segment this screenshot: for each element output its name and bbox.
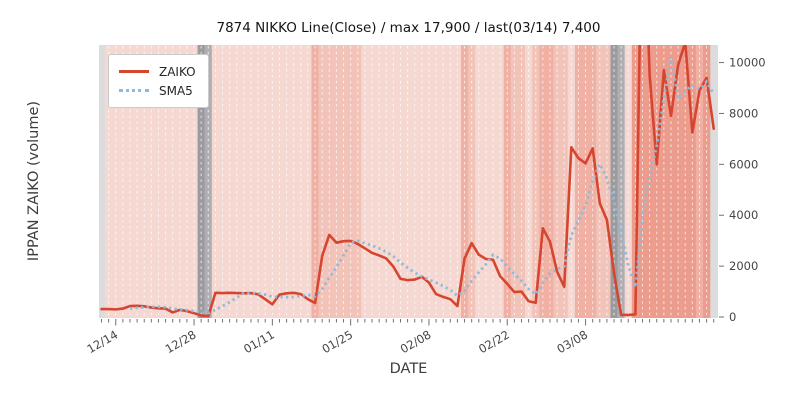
x-tick-label: 12/28 [163, 327, 199, 356]
y-tick-label: 2000 [729, 259, 758, 273]
y-tick-label: 10000 [729, 56, 766, 70]
sma5-line-sample-icon [119, 89, 149, 92]
y-tick-label: 0 [729, 310, 736, 324]
x-tick-label: 01/25 [319, 327, 355, 356]
zaiko-line-sample-icon [119, 70, 149, 73]
chart-title: 7874 NIKKO Line(Close) / max 17,900 / la… [216, 20, 601, 36]
x-tick-label: 02/22 [476, 327, 512, 356]
legend-label-zaiko: ZAIKO [159, 64, 196, 79]
x-tick-label: 03/08 [554, 327, 590, 356]
x-tick-label: 01/11 [241, 327, 277, 356]
legend-label-sma5: SMA5 [159, 83, 193, 98]
legend: ZAIKO SMA5 [108, 54, 209, 108]
x-tick-label: 02/08 [398, 327, 434, 356]
y-tick-label: 4000 [729, 208, 758, 222]
legend-item-sma5: SMA5 [119, 81, 196, 100]
zaiko-line [100, 45, 716, 318]
y-axis-label: IPPAN ZAIKO (volume) [26, 100, 42, 262]
y-tick-label: 6000 [729, 157, 758, 171]
sma5-line [129, 57, 715, 315]
x-tick-label: 12/14 [84, 327, 120, 356]
legend-item-zaiko: ZAIKO [119, 62, 196, 81]
y-tick-label: 8000 [729, 106, 758, 120]
x-axis-label: DATE [389, 361, 428, 377]
